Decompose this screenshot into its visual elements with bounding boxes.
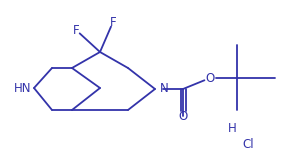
Text: Cl: Cl [242,138,254,151]
Text: H: H [228,121,236,135]
Text: N: N [160,83,169,96]
Text: F: F [73,24,79,37]
Text: O: O [178,110,188,122]
Text: F: F [110,15,116,28]
Text: O: O [205,72,215,84]
Text: HN: HN [14,82,31,94]
